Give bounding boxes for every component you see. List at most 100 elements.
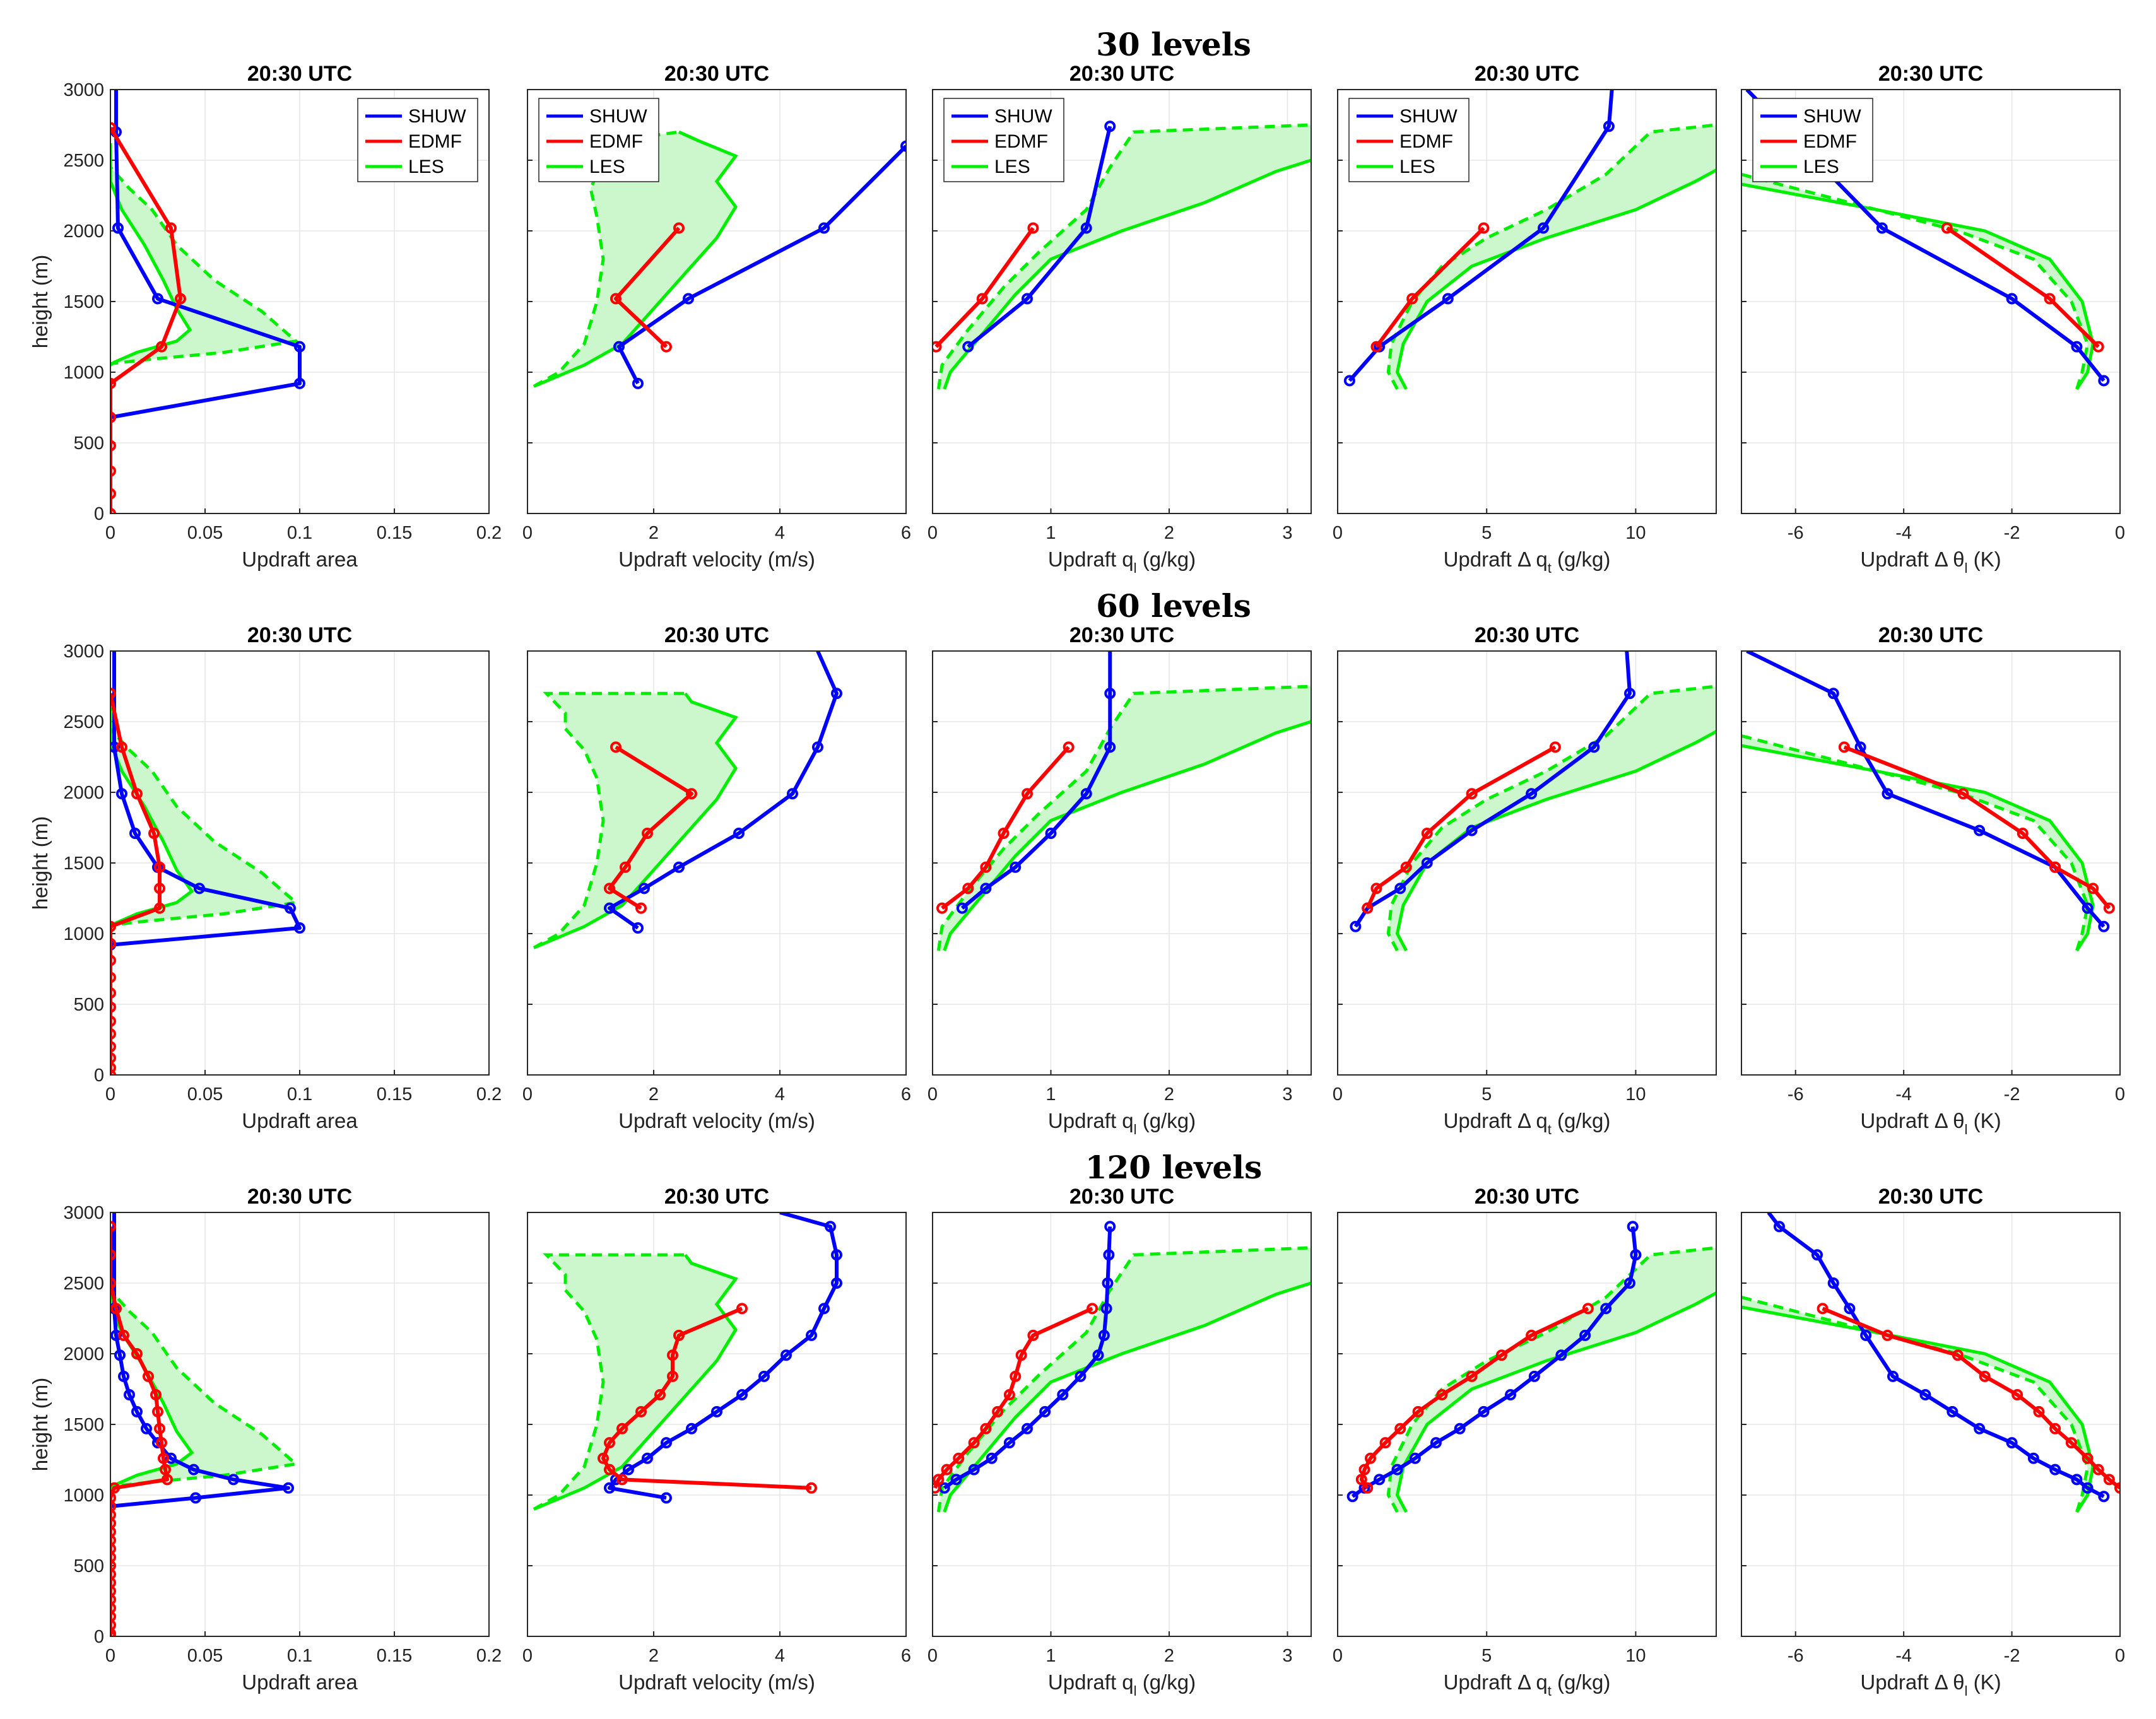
x-tick-label: -4 <box>1895 523 1912 543</box>
x-axis-label-sub: l <box>1965 1683 1968 1699</box>
plot-data <box>933 1221 1311 1513</box>
shuw-point <box>1974 1423 1986 1434</box>
x-axis-label: Updraft Δ θl (K) <box>1860 1670 2001 1699</box>
shuw-point <box>1080 788 1092 800</box>
les-range-fill <box>1388 686 1716 951</box>
edmf-point <box>156 341 167 353</box>
edmf-point <box>110 1619 116 1631</box>
panel-title: 20:30 UTC <box>1475 623 1579 647</box>
edmf-point <box>667 1349 678 1361</box>
shuw-point <box>642 1452 653 1464</box>
les-dashed-line <box>936 684 1311 951</box>
y-tick-label: 3000 <box>63 642 104 662</box>
les-dashed-line <box>936 1246 1311 1513</box>
panel-title: 20:30 UTC <box>664 1185 769 1209</box>
edmf-point <box>1370 883 1382 895</box>
edmf-point <box>110 987 116 999</box>
plot-frame <box>527 650 907 1076</box>
plot-frame <box>110 89 490 514</box>
edmf-point <box>1063 741 1075 753</box>
plot-frame <box>1337 650 1717 1076</box>
edmf-line <box>1822 1306 2120 1490</box>
edmf-point <box>1027 1329 1039 1341</box>
x-axis-label-main: Updraft Δ θ <box>1860 548 1964 571</box>
shuw-point <box>673 861 685 873</box>
edmf-point <box>980 1423 992 1434</box>
shuw-point <box>188 1464 199 1476</box>
shuw-point <box>1827 688 1839 700</box>
plot-data <box>1343 90 1716 390</box>
panel-title: 20:30 UTC <box>247 1185 352 1209</box>
y-tick-label: 1500 <box>63 854 104 874</box>
shuw-point <box>2082 902 2094 914</box>
y-tick-label: 0 <box>94 504 104 524</box>
edmf-point <box>118 1329 129 1341</box>
shuw-point <box>1623 688 1635 700</box>
edmf-point <box>2103 1474 2115 1486</box>
shuw-point <box>1346 1491 1358 1503</box>
shuw-point <box>1104 741 1116 753</box>
panel-title: 20:30 UTC <box>1069 1185 1174 1209</box>
les-range-fill <box>938 1248 1311 1512</box>
edmf-point <box>110 1052 116 1064</box>
shuw-point <box>968 1464 980 1476</box>
shuw-point <box>818 222 830 234</box>
edmf-point <box>110 1015 116 1027</box>
edmf-point <box>110 465 116 477</box>
shuw-point <box>1478 1405 1490 1417</box>
edmf-point <box>976 293 988 305</box>
panel-r1-c1: 0 2 4 6 20:30 UTC Updraft velocity (m/s) <box>522 623 911 1132</box>
edmf-point <box>673 1329 685 1341</box>
shuw-point <box>112 222 124 234</box>
y-tick-label: 0 <box>94 1065 104 1086</box>
edmf-point <box>2087 883 2099 895</box>
x-axis-label-unit: (g/kg) <box>1137 548 1196 571</box>
y-tick-label: 2000 <box>63 1344 104 1364</box>
x-tick-label: 0.1 <box>287 523 312 543</box>
edmf-point <box>1412 1405 1424 1417</box>
shuw-point <box>228 1474 239 1486</box>
edmf-line <box>614 226 681 348</box>
shuw-point <box>781 1349 792 1361</box>
les-solid-line <box>533 130 738 388</box>
x-axis-label-unit: (K) <box>1967 1109 2001 1132</box>
y-tick-label: 1000 <box>63 924 104 944</box>
edmf-point <box>110 1593 116 1605</box>
shuw-point <box>1080 222 1092 234</box>
les-solid-line <box>943 158 1311 390</box>
x-tick-label: 0.2 <box>476 1646 502 1666</box>
edmf-point <box>1526 1329 1538 1341</box>
x-axis-label-sub: t <box>1548 560 1552 576</box>
shuw-point <box>758 1370 770 1382</box>
edmf-point <box>635 1405 647 1417</box>
panel-title: 20:30 UTC <box>1069 62 1174 86</box>
plot-data <box>533 651 842 949</box>
x-tick-label: 0 <box>928 1646 938 1666</box>
edmf-point <box>110 1610 116 1622</box>
shuw-point <box>124 1388 135 1400</box>
edmf-point <box>116 741 127 753</box>
x-axis-label: Updraft Δ qt (g/kg) <box>1444 1670 1611 1699</box>
edmf-point <box>131 1348 143 1359</box>
x-tick-label: 10 <box>1625 1084 1646 1105</box>
x-tick-label: 1 <box>1046 1084 1056 1105</box>
panel-r1-c0: 0 500 1000 1500 2000 2500 3000 0 0.05 0.1 0.15 0.2 2… <box>28 623 502 1132</box>
shuw-point <box>604 1482 615 1494</box>
x-tick-label: 0 <box>2115 523 2125 543</box>
x-tick-label: 0.05 <box>187 1646 223 1666</box>
y-axis-label: height (m) <box>28 255 52 349</box>
plot-data <box>533 1212 842 1511</box>
legend-label-les: LES <box>1399 156 1435 177</box>
y-tick-label: 1000 <box>63 1486 104 1506</box>
les-solid-line <box>1741 744 2095 952</box>
edmf-point <box>936 902 948 914</box>
x-axis-label: Updraft area <box>242 548 358 571</box>
legend-label-shuw: SHUW <box>1399 106 1458 127</box>
shuw-point <box>632 922 644 934</box>
x-axis-label: Updraft Δ qt (g/kg) <box>1444 548 1611 576</box>
edmf-point <box>165 222 177 234</box>
legend: SHUW EDMF LES <box>943 98 1064 182</box>
edmf-point <box>154 883 165 895</box>
edmf-point <box>110 1500 116 1512</box>
